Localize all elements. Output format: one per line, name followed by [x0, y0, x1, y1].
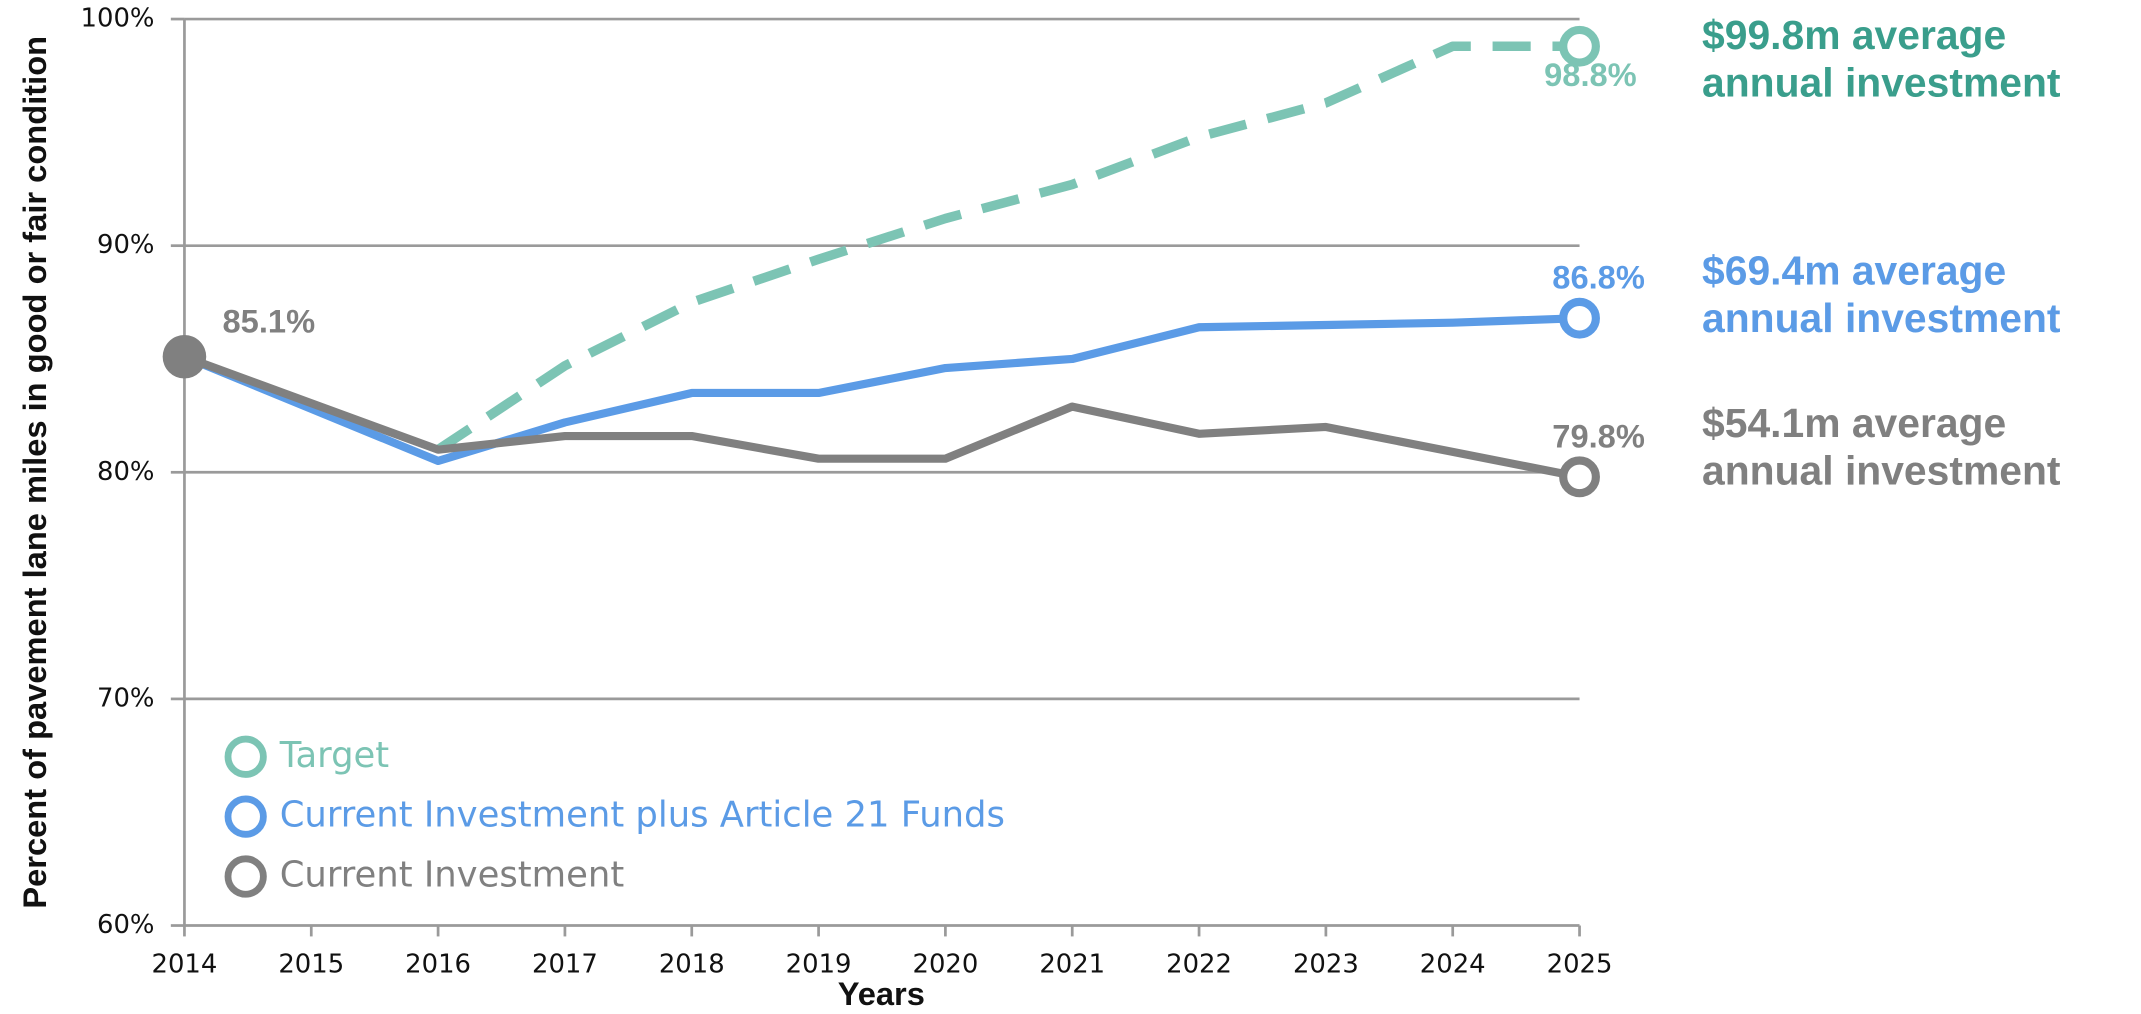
annotation: $99.8m average: [1702, 12, 2006, 58]
y-tick-label: 70%: [97, 683, 154, 713]
annotation: annual investment: [1702, 295, 2061, 341]
y-tick-label: 80%: [97, 457, 154, 487]
x-tick-label: 2025: [1547, 950, 1613, 980]
x-tick-label: 2021: [1039, 950, 1105, 980]
y-tick-label: 100%: [81, 4, 155, 34]
data-label: 86.8%: [1552, 259, 1645, 296]
legend-marker: [224, 795, 267, 838]
x-axis-title: Years: [838, 975, 925, 1012]
legend-label: Target: [279, 735, 390, 776]
x-tick-label: 2019: [786, 950, 852, 980]
end-marker: [1559, 456, 1600, 498]
y-tick-label: 60%: [97, 910, 154, 940]
annotation: annual investment: [1702, 60, 2061, 106]
line: [435, 41, 1580, 454]
y-tick-label: 90%: [97, 230, 154, 260]
data-label: 98.8%: [1544, 56, 1637, 93]
start-marker: [162, 334, 207, 379]
x-tick-label: 2024: [1420, 950, 1486, 980]
x-tick-label: 2014: [152, 950, 218, 980]
data-label: 79.8%: [1552, 417, 1645, 454]
data-label: 85.1%: [223, 303, 316, 340]
x-tick-label: 2022: [1166, 950, 1232, 980]
end-marker: [1559, 297, 1600, 339]
legend-label: Current Investment: [280, 855, 625, 896]
x-tick-label: 2020: [912, 950, 978, 980]
annotation: $54.1m average: [1702, 400, 2006, 446]
end-marker: [1559, 25, 1600, 67]
legend-marker: [224, 855, 267, 898]
line: [183, 352, 1581, 481]
line: [182, 314, 1580, 466]
x-tick-label: 2023: [1293, 950, 1359, 980]
y-axis-title: Percent of pavement lane miles in good o…: [16, 36, 53, 909]
annotation: $69.4m average: [1702, 247, 2006, 293]
x-tick-label: 2015: [278, 950, 344, 980]
annotation: annual investment: [1702, 447, 2061, 493]
x-tick-label: 2018: [659, 950, 725, 980]
legend-marker: [224, 735, 267, 778]
legend-label: Current Investment plus Article 21 Funds: [280, 795, 1005, 836]
x-tick-label: 2016: [405, 950, 471, 980]
x-tick-label: 2017: [532, 950, 598, 980]
